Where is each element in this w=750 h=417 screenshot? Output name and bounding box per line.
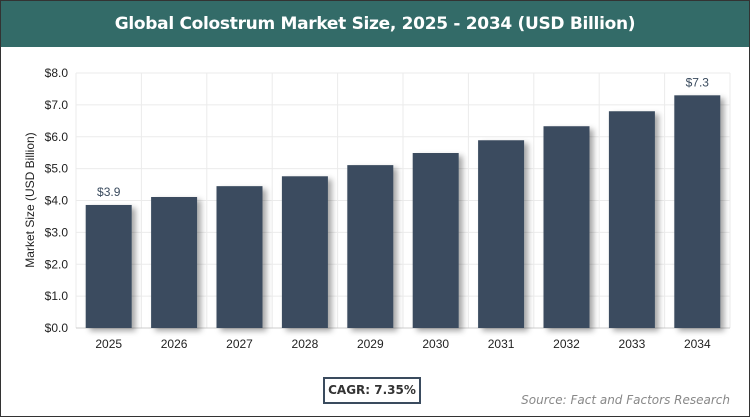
y-tick-label: $2.0 <box>45 257 69 271</box>
x-tick-label: 2029 <box>357 337 384 351</box>
x-tick-label: 2026 <box>161 337 188 351</box>
x-tick-label: 2032 <box>553 337 580 351</box>
bar-2031 <box>478 140 525 328</box>
x-tick-label: 2030 <box>422 337 449 351</box>
bar-2030 <box>412 153 459 328</box>
y-tick-label: $5.0 <box>45 162 69 176</box>
data-label: $3.9 <box>97 185 121 199</box>
x-tick-label: 2025 <box>95 337 122 351</box>
chart-title: Global Colostrum Market Size, 2025 - 203… <box>1 1 749 47</box>
bar-2034 <box>674 95 721 328</box>
y-tick-label: $6.0 <box>45 130 69 144</box>
x-tick-label: 2027 <box>226 337 253 351</box>
bar-2032 <box>543 126 590 328</box>
y-tick-label: $3.0 <box>45 225 69 239</box>
data-label: $7.3 <box>686 75 710 89</box>
y-tick-label: $4.0 <box>45 194 69 208</box>
bar-2025 <box>85 204 132 328</box>
y-tick-label: $0.0 <box>45 321 69 335</box>
source-note: Source: Fact and Factors Research <box>521 393 730 407</box>
y-axis-label: Market Size (USD Billion) <box>23 132 37 267</box>
bar-2029 <box>347 165 394 328</box>
x-tick-label: 2028 <box>292 337 319 351</box>
y-tick-label: $8.0 <box>45 66 69 80</box>
bar-2027 <box>216 186 263 328</box>
cagr-badge: CAGR: 7.35% <box>323 377 421 404</box>
bar-2033 <box>608 111 655 328</box>
y-tick-label: $1.0 <box>45 289 69 303</box>
bar-2026 <box>151 196 198 328</box>
y-tick-label: $7.0 <box>45 98 69 112</box>
bar-2028 <box>281 176 328 328</box>
x-tick-label: 2034 <box>684 337 711 351</box>
x-tick-label: 2031 <box>488 337 515 351</box>
x-tick-label: 2033 <box>619 337 646 351</box>
